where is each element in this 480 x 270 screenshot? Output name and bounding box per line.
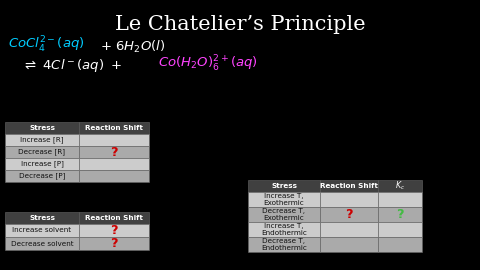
Bar (79, 134, 149, 146)
Bar (320, 192, 378, 207)
Bar (79, 122, 149, 134)
Bar (5, 158, 79, 170)
Text: Increase T,
Endothermic: Increase T, Endothermic (261, 223, 307, 236)
Text: Increase solvent: Increase solvent (12, 228, 72, 234)
Text: Increase [R]: Increase [R] (20, 137, 64, 143)
Bar (378, 180, 422, 192)
Bar (320, 237, 378, 252)
Bar (5, 170, 79, 182)
Text: Stress: Stress (29, 215, 55, 221)
Bar (378, 222, 422, 237)
Bar (248, 180, 320, 192)
Text: $K_c$: $K_c$ (395, 180, 405, 192)
Text: ?: ? (110, 224, 118, 237)
Bar (5, 224, 79, 237)
Bar (5, 146, 79, 158)
Text: Le Chatelier’s Principle: Le Chatelier’s Principle (115, 15, 365, 34)
Text: ?: ? (110, 237, 118, 250)
Text: Decrease T,
Endothermic: Decrease T, Endothermic (261, 238, 307, 251)
Bar (5, 237, 79, 250)
Bar (248, 237, 320, 252)
Bar (248, 207, 320, 222)
Text: Decrease [P]: Decrease [P] (19, 173, 65, 179)
Bar (248, 192, 320, 207)
Text: Reaction Shift: Reaction Shift (85, 125, 143, 131)
Bar (378, 237, 422, 252)
Text: Decrease T,
Exothermic: Decrease T, Exothermic (263, 208, 305, 221)
Bar (5, 122, 79, 134)
Text: Stress: Stress (271, 183, 297, 189)
Text: ?: ? (345, 208, 353, 221)
Text: $+ \ 6H_2O(l)$: $+ \ 6H_2O(l)$ (100, 39, 165, 55)
Bar (79, 170, 149, 182)
Bar (378, 192, 422, 207)
Text: Stress: Stress (29, 125, 55, 131)
Text: Decrease [R]: Decrease [R] (19, 148, 65, 155)
Text: ?: ? (110, 146, 118, 158)
Bar (320, 222, 378, 237)
Bar (378, 207, 422, 222)
Bar (320, 207, 378, 222)
Text: $Co(H_2O)_6^{2+}(aq)$: $Co(H_2O)_6^{2+}(aq)$ (158, 54, 258, 74)
Bar (320, 180, 378, 192)
Text: Increase T,
Exothermic: Increase T, Exothermic (264, 193, 304, 206)
Text: ?: ? (396, 208, 404, 221)
Text: Reaction Shift: Reaction Shift (85, 215, 143, 221)
Bar (5, 134, 79, 146)
Bar (5, 212, 79, 224)
Text: Decrease solvent: Decrease solvent (11, 241, 73, 247)
Text: Increase [P]: Increase [P] (21, 161, 63, 167)
Bar (79, 237, 149, 250)
Text: $\rightleftharpoons \ 4Cl^-(aq) \ +$: $\rightleftharpoons \ 4Cl^-(aq) \ +$ (22, 57, 122, 74)
Bar (79, 212, 149, 224)
Bar (79, 146, 149, 158)
Text: Reaction Shift: Reaction Shift (320, 183, 378, 189)
Bar (248, 222, 320, 237)
Text: $CoCl_4^{2-}(aq)$: $CoCl_4^{2-}(aq)$ (8, 35, 84, 55)
Bar (79, 158, 149, 170)
Bar (79, 224, 149, 237)
